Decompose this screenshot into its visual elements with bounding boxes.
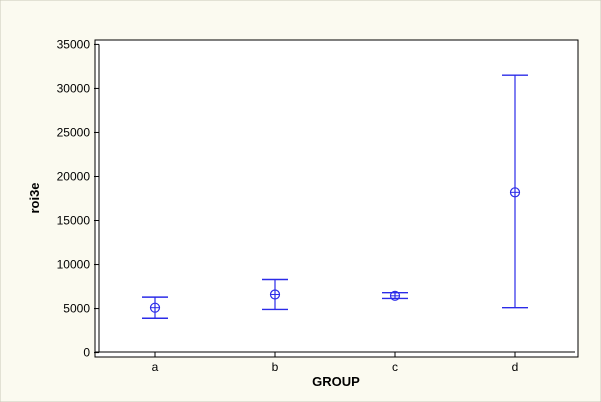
interval-marks [142, 74, 528, 319]
y-tick-label: 15000 [57, 214, 91, 228]
x-tick-label: c [392, 360, 398, 374]
y-tick-label: 30000 [57, 81, 91, 95]
x-tick-label: d [512, 360, 519, 374]
x-axis: a b c d [95, 351, 575, 374]
y-axis: 0 5000 10000 15000 20000 25000 30000 35000 [57, 37, 100, 360]
y-tick-label: 25000 [57, 125, 91, 139]
plot-area [94, 39, 579, 358]
y-axis-label: roi3e [27, 182, 42, 213]
x-axis-label: GROUP [312, 374, 360, 389]
y-tick-label: 10000 [57, 258, 91, 272]
y-tick-label: 0 [83, 346, 90, 360]
interval-d [502, 74, 528, 309]
y-tick-label: 20000 [57, 169, 91, 183]
x-tick-label: a [152, 360, 159, 374]
y-tick-label: 35000 [57, 37, 91, 51]
x-tick-label: b [272, 360, 279, 374]
y-tick-label: 5000 [63, 302, 90, 316]
interval-c [382, 290, 408, 301]
interval-a [142, 296, 168, 319]
interval-b [262, 278, 288, 311]
